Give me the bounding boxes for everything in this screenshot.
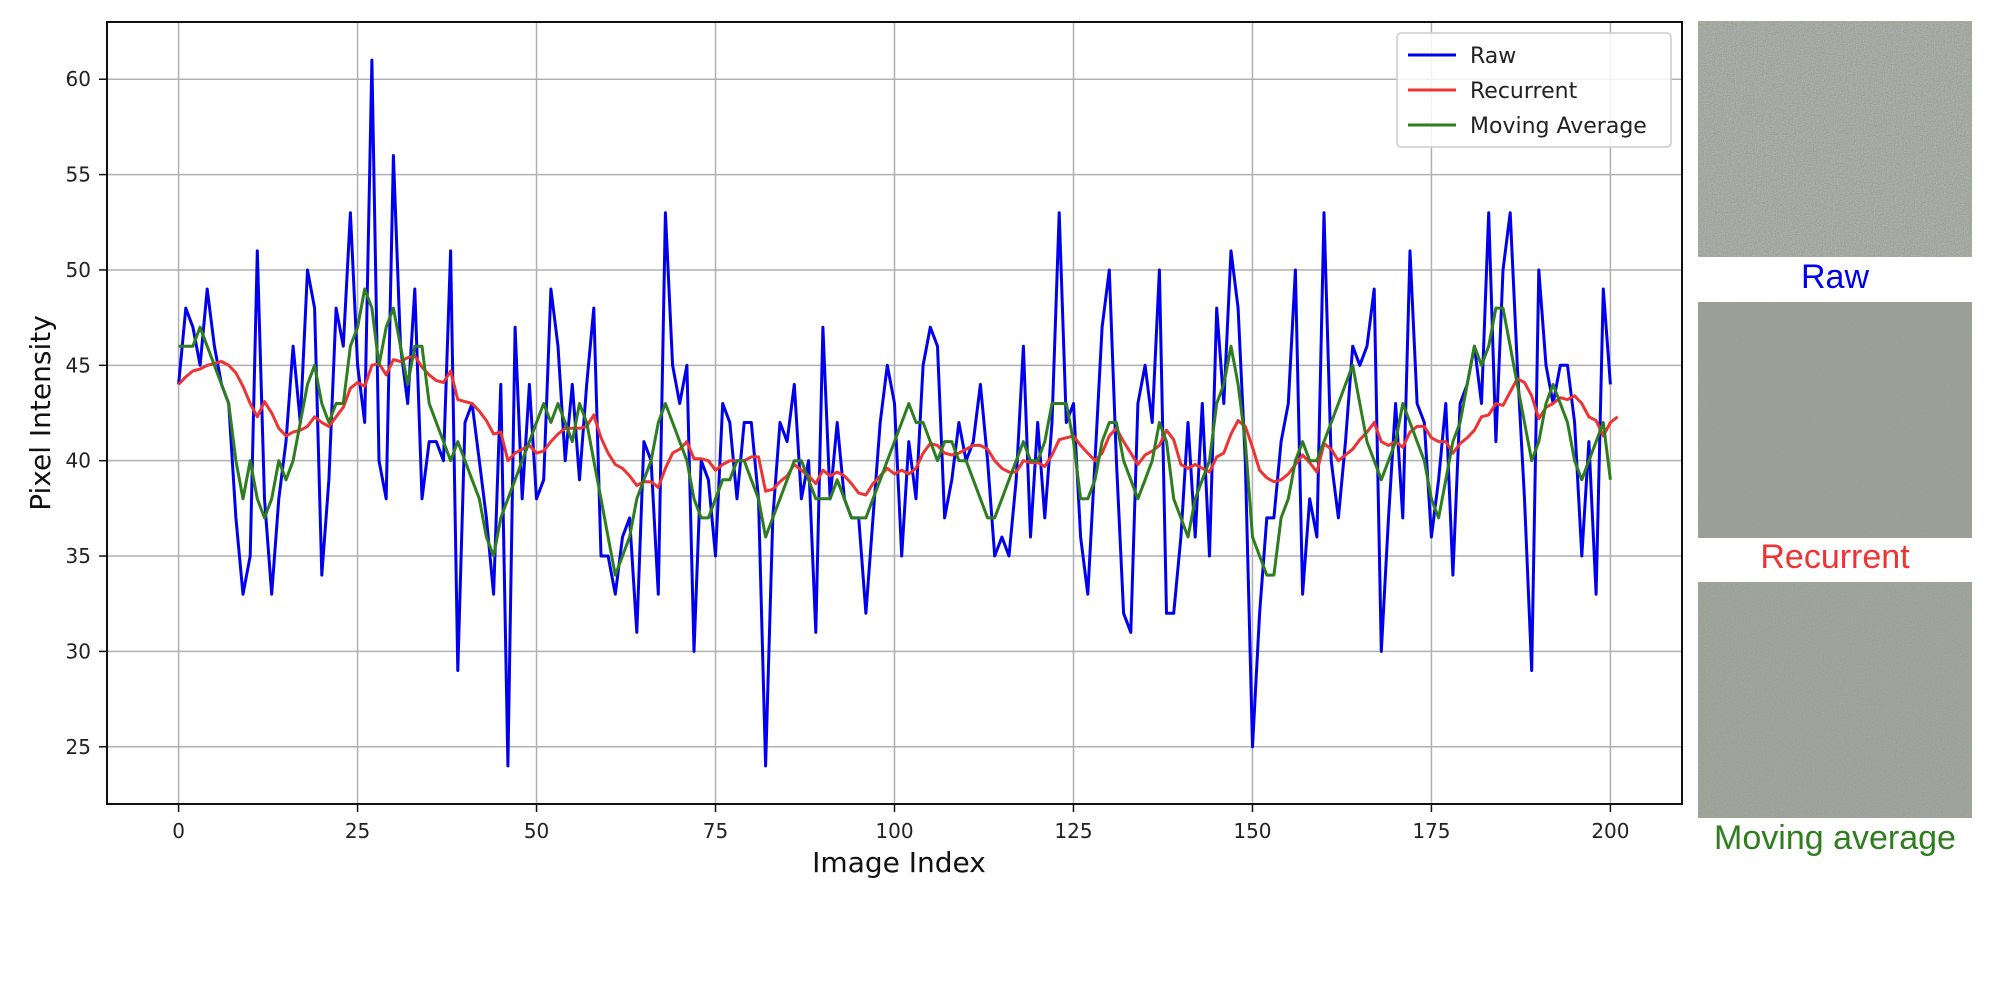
x-axis-title: Image Index xyxy=(812,846,986,879)
tick-labels: 0 25 50 75 100 125 150 175 200 25 30 35 40 45 50 55 60 xyxy=(66,67,1630,843)
raw-image xyxy=(1698,21,1972,257)
grid xyxy=(107,22,1682,804)
y-tick-label: 40 xyxy=(66,449,91,473)
legend: Raw Recurrent Moving Average xyxy=(1396,32,1672,148)
y-tick-label: 50 xyxy=(66,258,91,282)
x-tick-label: 0 xyxy=(172,819,185,843)
x-tick-label: 75 xyxy=(703,819,728,843)
x-tick-label: 175 xyxy=(1412,819,1450,843)
legend-label-moving-average: Moving Average xyxy=(1470,114,1647,139)
x-tick-label: 100 xyxy=(875,819,913,843)
y-tick-label: 45 xyxy=(66,353,91,377)
recurrent-image-caption: Recurrent xyxy=(1760,538,1910,576)
y-tick-label: 30 xyxy=(66,639,91,663)
y-tick-label: 25 xyxy=(66,735,91,759)
y-tick-label: 60 xyxy=(66,67,91,91)
raw-image-caption: Raw xyxy=(1800,258,1870,296)
series-group xyxy=(177,58,1619,768)
recurrent-image xyxy=(1698,302,1972,538)
x-tick-label: 125 xyxy=(1054,819,1092,843)
x-tick-label: 25 xyxy=(345,819,370,843)
moving-average-image-caption: Moving average xyxy=(1714,819,1956,857)
moving-average-image xyxy=(1698,582,1972,818)
x-tick-label: 50 xyxy=(524,819,549,843)
y-axis-title: Pixel Intensity xyxy=(24,315,57,511)
series-line-recurrent xyxy=(177,354,1619,497)
y-tick-label: 35 xyxy=(66,544,91,568)
x-tick-label: 200 xyxy=(1591,819,1629,843)
y-tick-label: 55 xyxy=(66,163,91,187)
legend-label-raw: Raw xyxy=(1470,44,1516,69)
x-tick-label: 150 xyxy=(1233,819,1271,843)
legend-label-recurrent: Recurrent xyxy=(1470,79,1578,104)
series-line-moving-average xyxy=(178,287,1612,577)
legend-box xyxy=(1396,32,1672,148)
